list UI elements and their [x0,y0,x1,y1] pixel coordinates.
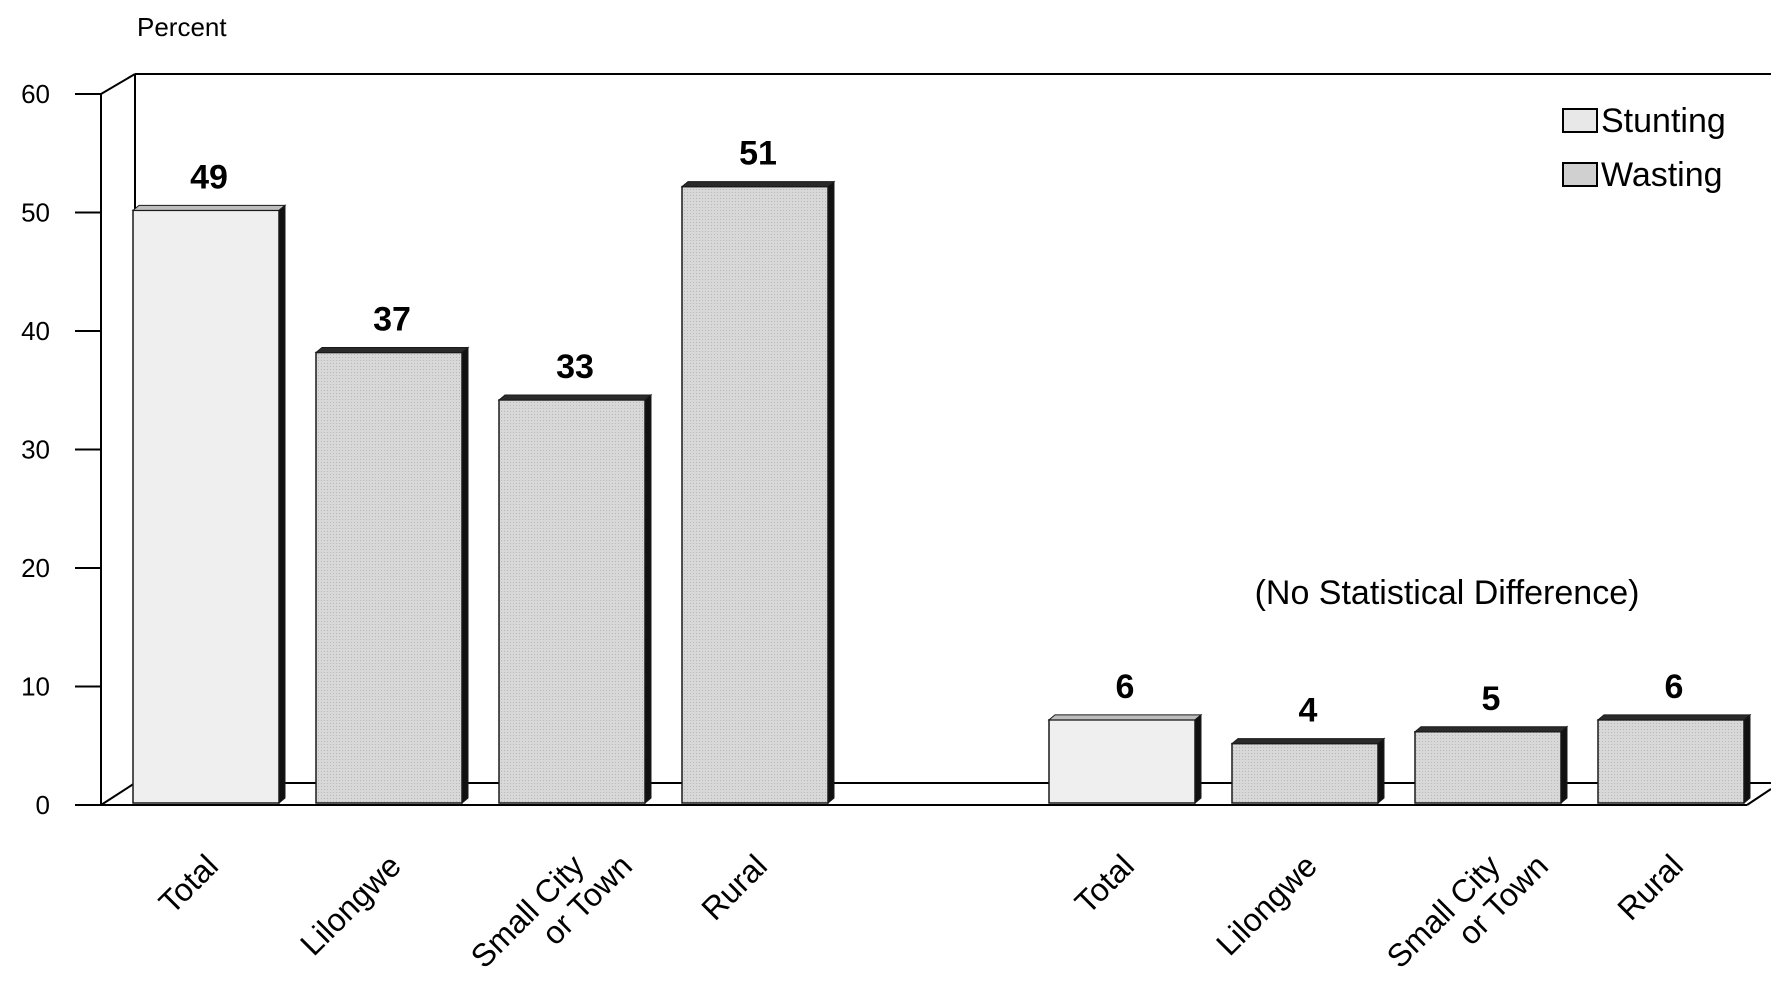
legend: Stunting Wasting [1562,102,1726,194]
bar-stunting-rural [681,185,829,804]
value-label-wasting-total: 6 [1116,668,1135,706]
value-label-wasting-small-city-or-town: 5 [1482,680,1501,718]
frame-corner-top [100,73,136,95]
value-label-stunting-lilongwe: 37 [373,301,411,339]
legend-swatch-wasting [1562,162,1598,187]
bar-top-wasting-rural [1596,714,1752,721]
category-label-stunting-small-city-or-town: Small Cityor Town [464,823,639,996]
bar-side-stunting-small-city-or-town [644,393,652,805]
y-tick-label: 10 [21,672,50,702]
value-label-stunting-small-city-or-town: 33 [556,348,594,386]
bar-side-wasting-lilongwe [1377,737,1385,805]
y-tick-label: 30 [21,435,50,465]
value-label-wasting-lilongwe: 4 [1299,692,1318,730]
bar-wasting-small-city-or-town [1414,731,1562,804]
legend-label-wasting: Wasting [1601,156,1723,194]
category-label-stunting-total: Total [152,847,225,920]
bar-side-wasting-rural [1743,713,1751,805]
value-label-stunting-rural: 51 [739,135,777,173]
floor-left-edge [100,782,136,806]
value-label-wasting-rural: 6 [1665,668,1684,706]
bar-side-stunting-total [278,204,286,805]
category-labels: Total Lilongwe Small Cityor Town Rural Total… [152,823,1690,996]
category-label-stunting-rural: Rural [694,847,774,927]
bar-wasting-total [1048,719,1196,804]
y-axis: 0 10 20 30 40 50 60 [21,79,101,820]
y-tick-label: 50 [21,198,50,228]
legend-label-stunting: Stunting [1601,102,1726,140]
category-label-wasting-small-city-or-town: Small Cityor Town [1380,823,1555,996]
category-label-wasting-rural: Rural [1610,847,1690,927]
significance-note: (No Statistical Difference) [1255,574,1640,612]
bar-stunting-lilongwe [315,351,463,804]
bar-side-wasting-small-city-or-town [1560,725,1568,805]
y-tick-label: 0 [36,790,50,820]
category-label-wasting-total: Total [1068,847,1141,920]
bar-top-stunting-small-city-or-town [497,394,653,401]
bar-wasting-rural [1597,719,1745,804]
bar-side-stunting-lilongwe [461,346,469,805]
bar-stunting-small-city-or-town [498,399,646,804]
bar-top-wasting-total [1047,714,1203,721]
y-tick-label: 40 [21,316,50,346]
y-tick-label: 20 [21,553,50,583]
floor-right-edge [1746,788,1771,806]
y-tick-label: 60 [21,79,50,109]
bar-top-wasting-lilongwe [1230,738,1386,745]
bars: 49 37 33 51 6 4 5 6 [131,135,1752,805]
value-label-stunting-total: 49 [190,158,228,196]
bar-wasting-lilongwe [1231,742,1379,804]
bar-top-stunting-total [131,204,287,211]
bar-top-wasting-small-city-or-town [1413,726,1569,733]
category-label-wasting-lilongwe: Lilongwe [1209,847,1324,962]
bar-top-stunting-lilongwe [314,347,470,354]
bar-stunting-total [132,209,280,804]
category-label-stunting-lilongwe: Lilongwe [293,847,408,962]
bar-side-wasting-total [1194,713,1202,805]
bar-top-stunting-rural [680,181,836,188]
legend-swatch-stunting [1562,108,1598,133]
bar-side-stunting-rural [827,180,835,805]
y-axis-label: Percent [137,12,227,42]
